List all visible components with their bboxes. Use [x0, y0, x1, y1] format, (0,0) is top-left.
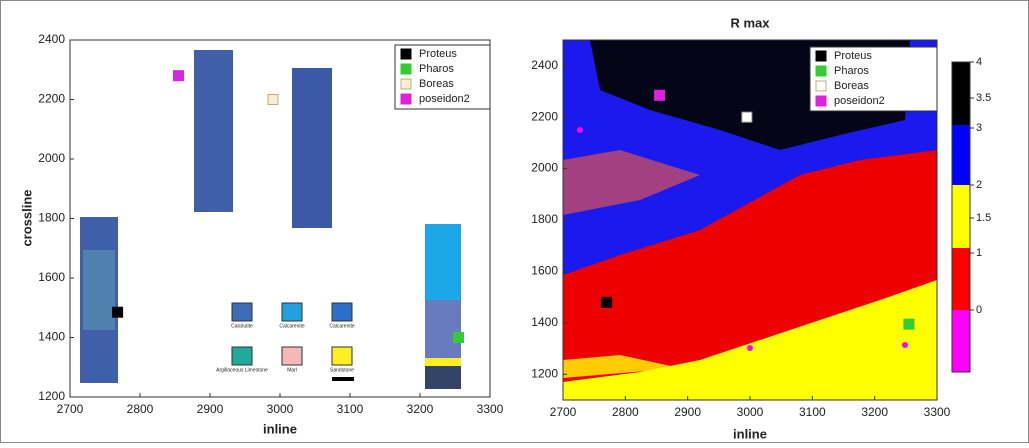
y-axis-label: crossline [19, 189, 34, 246]
colorbar-label: 1 [976, 247, 982, 259]
colorbar-label: 2 [976, 179, 982, 191]
legend-label: Proteus [419, 48, 457, 60]
well-column [83, 250, 115, 330]
lithology-label: Calcilutite [231, 323, 253, 329]
colorbar-segment [952, 185, 970, 248]
legend-label: Pharos [834, 65, 869, 77]
well-marker [741, 111, 753, 123]
well-column [425, 358, 461, 366]
legend-swatch [400, 93, 412, 105]
map-spot [902, 342, 908, 348]
well-marker [173, 70, 184, 82]
y-tick-label: 1200 [38, 389, 65, 403]
legend-label: poseidon2 [419, 93, 470, 105]
well-marker [601, 296, 613, 308]
legend-swatch [815, 80, 827, 92]
colorbar-segment [952, 125, 970, 185]
y-tick-label: 1800 [38, 211, 65, 225]
x-tick-label: 2900 [197, 402, 224, 416]
colorbar-segment [952, 248, 970, 310]
colorbar-segment [952, 310, 970, 372]
x-tick-label: 3100 [799, 405, 826, 419]
x-tick-label: 3300 [924, 405, 951, 419]
x-tick-label: 3000 [737, 405, 764, 419]
lithology-swatches [231, 302, 354, 381]
swatch [231, 302, 253, 322]
colorbar-frame [951, 61, 971, 373]
y-tick-label: 1600 [531, 264, 558, 278]
legend-label: Pharos [419, 63, 454, 75]
colorbar-label: 3.5 [976, 92, 991, 104]
well-column [425, 366, 461, 389]
y-tick-label: 2000 [531, 161, 558, 175]
y-tick-label: 2200 [38, 92, 65, 106]
y-tick-label: 1600 [38, 270, 65, 284]
lithology-label: Calcarenite [329, 323, 355, 329]
legend-swatch [400, 48, 412, 60]
colorbar-label: 4 [976, 56, 982, 68]
x-tick-label: 2900 [674, 405, 701, 419]
legend-box [809, 46, 938, 112]
legend-label: Proteus [834, 50, 872, 62]
legend-swatch [815, 65, 827, 77]
swatch [331, 302, 353, 322]
legend-swatch [815, 50, 827, 62]
x-axis-label: inline [263, 421, 297, 436]
colorbar-segment [952, 62, 970, 125]
colorbar-label: 0 [976, 304, 982, 316]
y-tick-label: 1800 [531, 212, 558, 226]
swatch [281, 346, 303, 366]
well-marker [453, 332, 464, 343]
map-spot [747, 345, 753, 351]
y-tick-label: 1200 [531, 366, 558, 380]
x-tick-label: 2800 [127, 402, 154, 416]
x-tick-label: 3200 [861, 405, 888, 419]
x-tick-label: 2700 [550, 405, 577, 419]
legend-swatch [400, 63, 412, 75]
y-tick-label: 2400 [531, 58, 558, 72]
x-tick-label: 3200 [407, 402, 434, 416]
well-column [425, 300, 461, 358]
legend-label: Boreas [419, 78, 454, 90]
lithology-label: Argillaceous Limestone [216, 367, 268, 373]
map-region [563, 150, 700, 215]
scale-bar [332, 377, 354, 381]
lithology-label: Sandstone [330, 367, 354, 373]
x-tick-label: 3100 [337, 402, 364, 416]
x-tick-label: 3000 [267, 402, 294, 416]
swatch [231, 346, 253, 366]
chart-title: R max [730, 15, 770, 30]
map-region [563, 355, 680, 378]
x-tick-label: 3300 [477, 402, 504, 416]
well-marker [267, 94, 279, 105]
legend-swatch [400, 78, 412, 90]
y-tick-label: 2000 [38, 151, 65, 165]
legend-swatch [815, 95, 827, 107]
y-tick-label: 1400 [38, 330, 65, 344]
lithology-label: Calcarenite [279, 323, 305, 329]
swatch [331, 346, 353, 366]
legend-label: Boreas [834, 80, 869, 92]
map-spot [577, 127, 583, 133]
well-columns [80, 50, 461, 389]
x-axis-label: inline [733, 426, 767, 441]
lithology-label: Marl [287, 367, 297, 373]
y-tick-label: 2400 [38, 32, 65, 46]
y-tick-label: 2200 [531, 109, 558, 123]
x-tick-label: 2700 [57, 402, 84, 416]
well-marker [112, 306, 124, 318]
well-column [194, 50, 233, 212]
colorbar-label: 1.5 [976, 212, 991, 224]
colorbar-label: 3 [976, 122, 982, 134]
swatch [281, 302, 303, 322]
legend-label: poseidon2 [834, 95, 885, 107]
well-marker [654, 89, 666, 101]
x-tick-label: 2800 [612, 405, 639, 419]
well-column [292, 68, 332, 228]
well-marker [903, 318, 915, 330]
y-tick-label: 1400 [531, 315, 558, 329]
